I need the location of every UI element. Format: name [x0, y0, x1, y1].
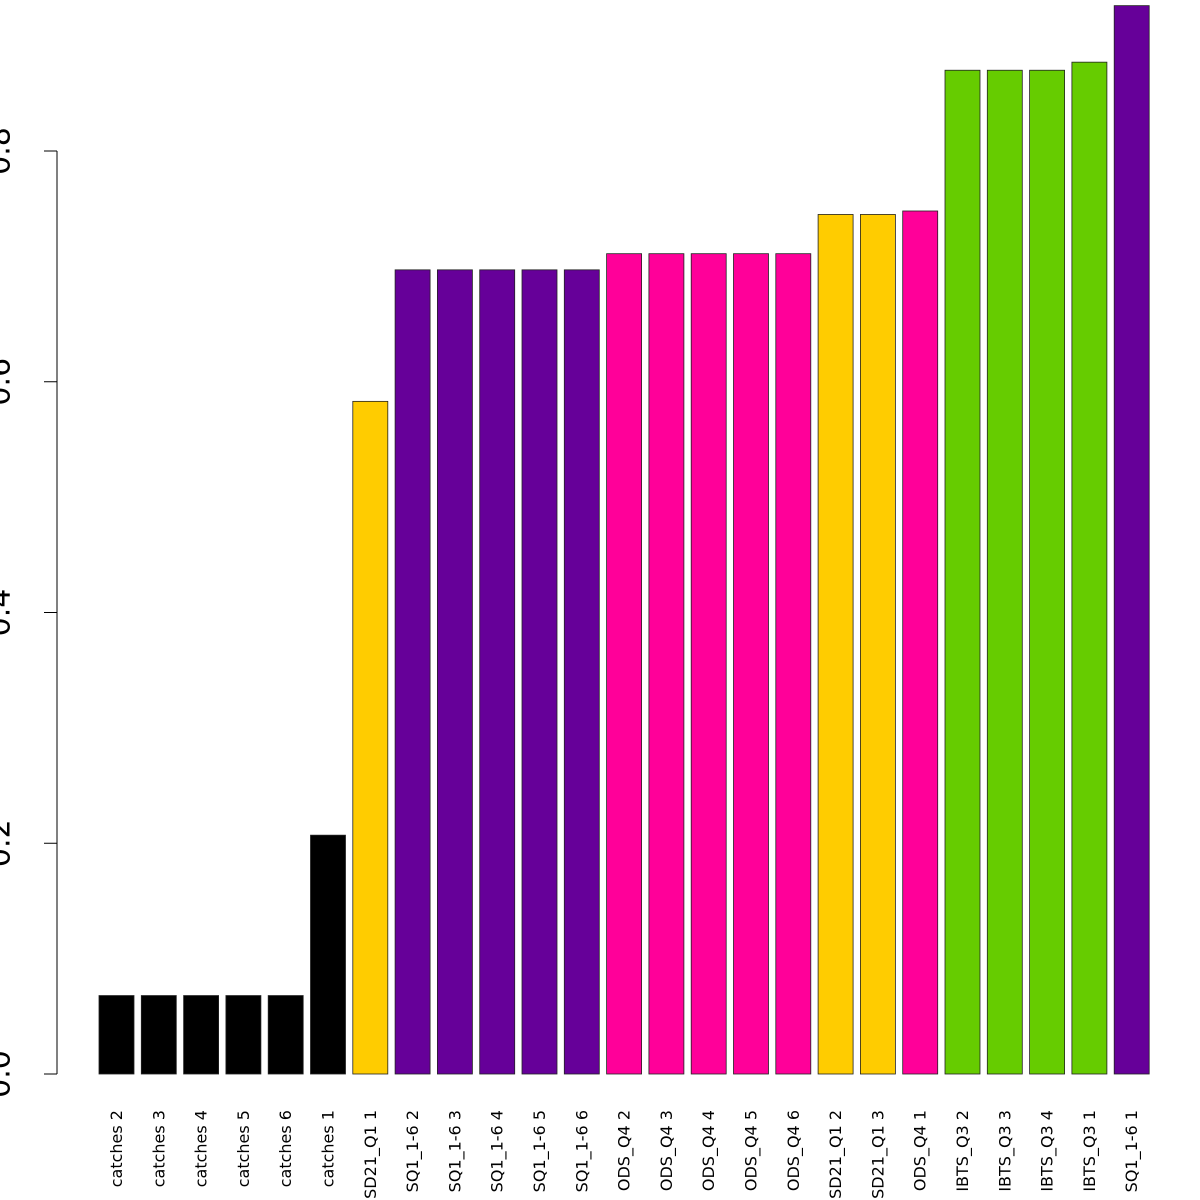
x-tick-label: IBTS_Q3 2 — [953, 1110, 973, 1192]
x-tick-label: SD21_Q1 1 — [361, 1110, 381, 1199]
bar — [98, 995, 135, 1075]
bar — [352, 400, 389, 1075]
y-tick-label: 0.8 — [0, 127, 18, 175]
x-tick-label: catches 5 — [234, 1110, 253, 1187]
bar — [606, 253, 642, 1075]
x-tick-label: catches 2 — [107, 1110, 126, 1187]
x-tick-label: ODS_Q4 1 — [911, 1110, 931, 1191]
x-tick-label: catches 1 — [319, 1110, 338, 1187]
bar — [986, 69, 1023, 1075]
x-tick-label: SD21_Q1 2 — [826, 1110, 846, 1199]
y-axis: 0.0 0.2 0.4 0.6 0.8 — [0, 127, 58, 1098]
bar — [521, 269, 558, 1075]
y-tick-label: 0.2 — [0, 819, 18, 867]
x-tick-label: ODS_Q4 6 — [784, 1110, 804, 1191]
bar — [1071, 61, 1108, 1075]
bar — [479, 269, 516, 1075]
x-tick-label: SQ1_1-6 1 — [1122, 1110, 1142, 1192]
bar — [1113, 5, 1150, 1075]
bar — [183, 995, 220, 1075]
bar — [775, 253, 812, 1075]
y-tick-label: 0.4 — [0, 589, 18, 637]
bar — [310, 834, 346, 1075]
bar — [817, 214, 854, 1075]
x-tick-label: catches 4 — [192, 1110, 211, 1187]
x-tick-label: catches 3 — [149, 1110, 168, 1187]
x-tick-label: SQ1_1-6 5 — [530, 1110, 550, 1192]
x-tick-label: SQ1_1-6 2 — [403, 1110, 423, 1192]
x-tick-label: IBTS_Q3 3 — [995, 1110, 1015, 1192]
bar — [436, 269, 473, 1075]
bar — [1029, 69, 1065, 1075]
bar — [860, 214, 896, 1075]
y-tick-label: 0.0 — [0, 1050, 18, 1098]
bar — [648, 253, 685, 1075]
x-tick-label: IBTS_Q3 4 — [1038, 1110, 1058, 1192]
x-tick-label: ODS_Q4 5 — [742, 1110, 762, 1191]
bar — [394, 269, 431, 1075]
x-tick-label: ODS_Q4 2 — [615, 1110, 635, 1191]
y-tick-label: 0.6 — [0, 358, 18, 406]
bar — [563, 269, 600, 1075]
bars — [98, 5, 1150, 1075]
x-tick-label: IBTS_Q3 1 — [1080, 1110, 1100, 1192]
bar — [225, 995, 262, 1075]
x-tick-label: SQ1_1-6 4 — [488, 1110, 508, 1192]
bar — [902, 210, 939, 1075]
bar — [733, 253, 769, 1075]
bar — [944, 69, 981, 1075]
x-tick-label: SQ1_1-6 3 — [445, 1110, 465, 1192]
x-tick-label: SD21_Q1 3 — [868, 1110, 888, 1199]
x-axis-labels: catches 2 catches 3 catches 4 catches 5 catc… — [107, 1110, 1142, 1199]
bar — [267, 995, 304, 1075]
bar — [690, 253, 727, 1075]
bar — [140, 995, 177, 1075]
x-tick-label: catches 6 — [276, 1110, 295, 1187]
x-tick-label: ODS_Q4 4 — [699, 1110, 719, 1191]
x-tick-label: SQ1_1-6 6 — [572, 1110, 592, 1192]
x-tick-label: ODS_Q4 3 — [657, 1110, 677, 1191]
